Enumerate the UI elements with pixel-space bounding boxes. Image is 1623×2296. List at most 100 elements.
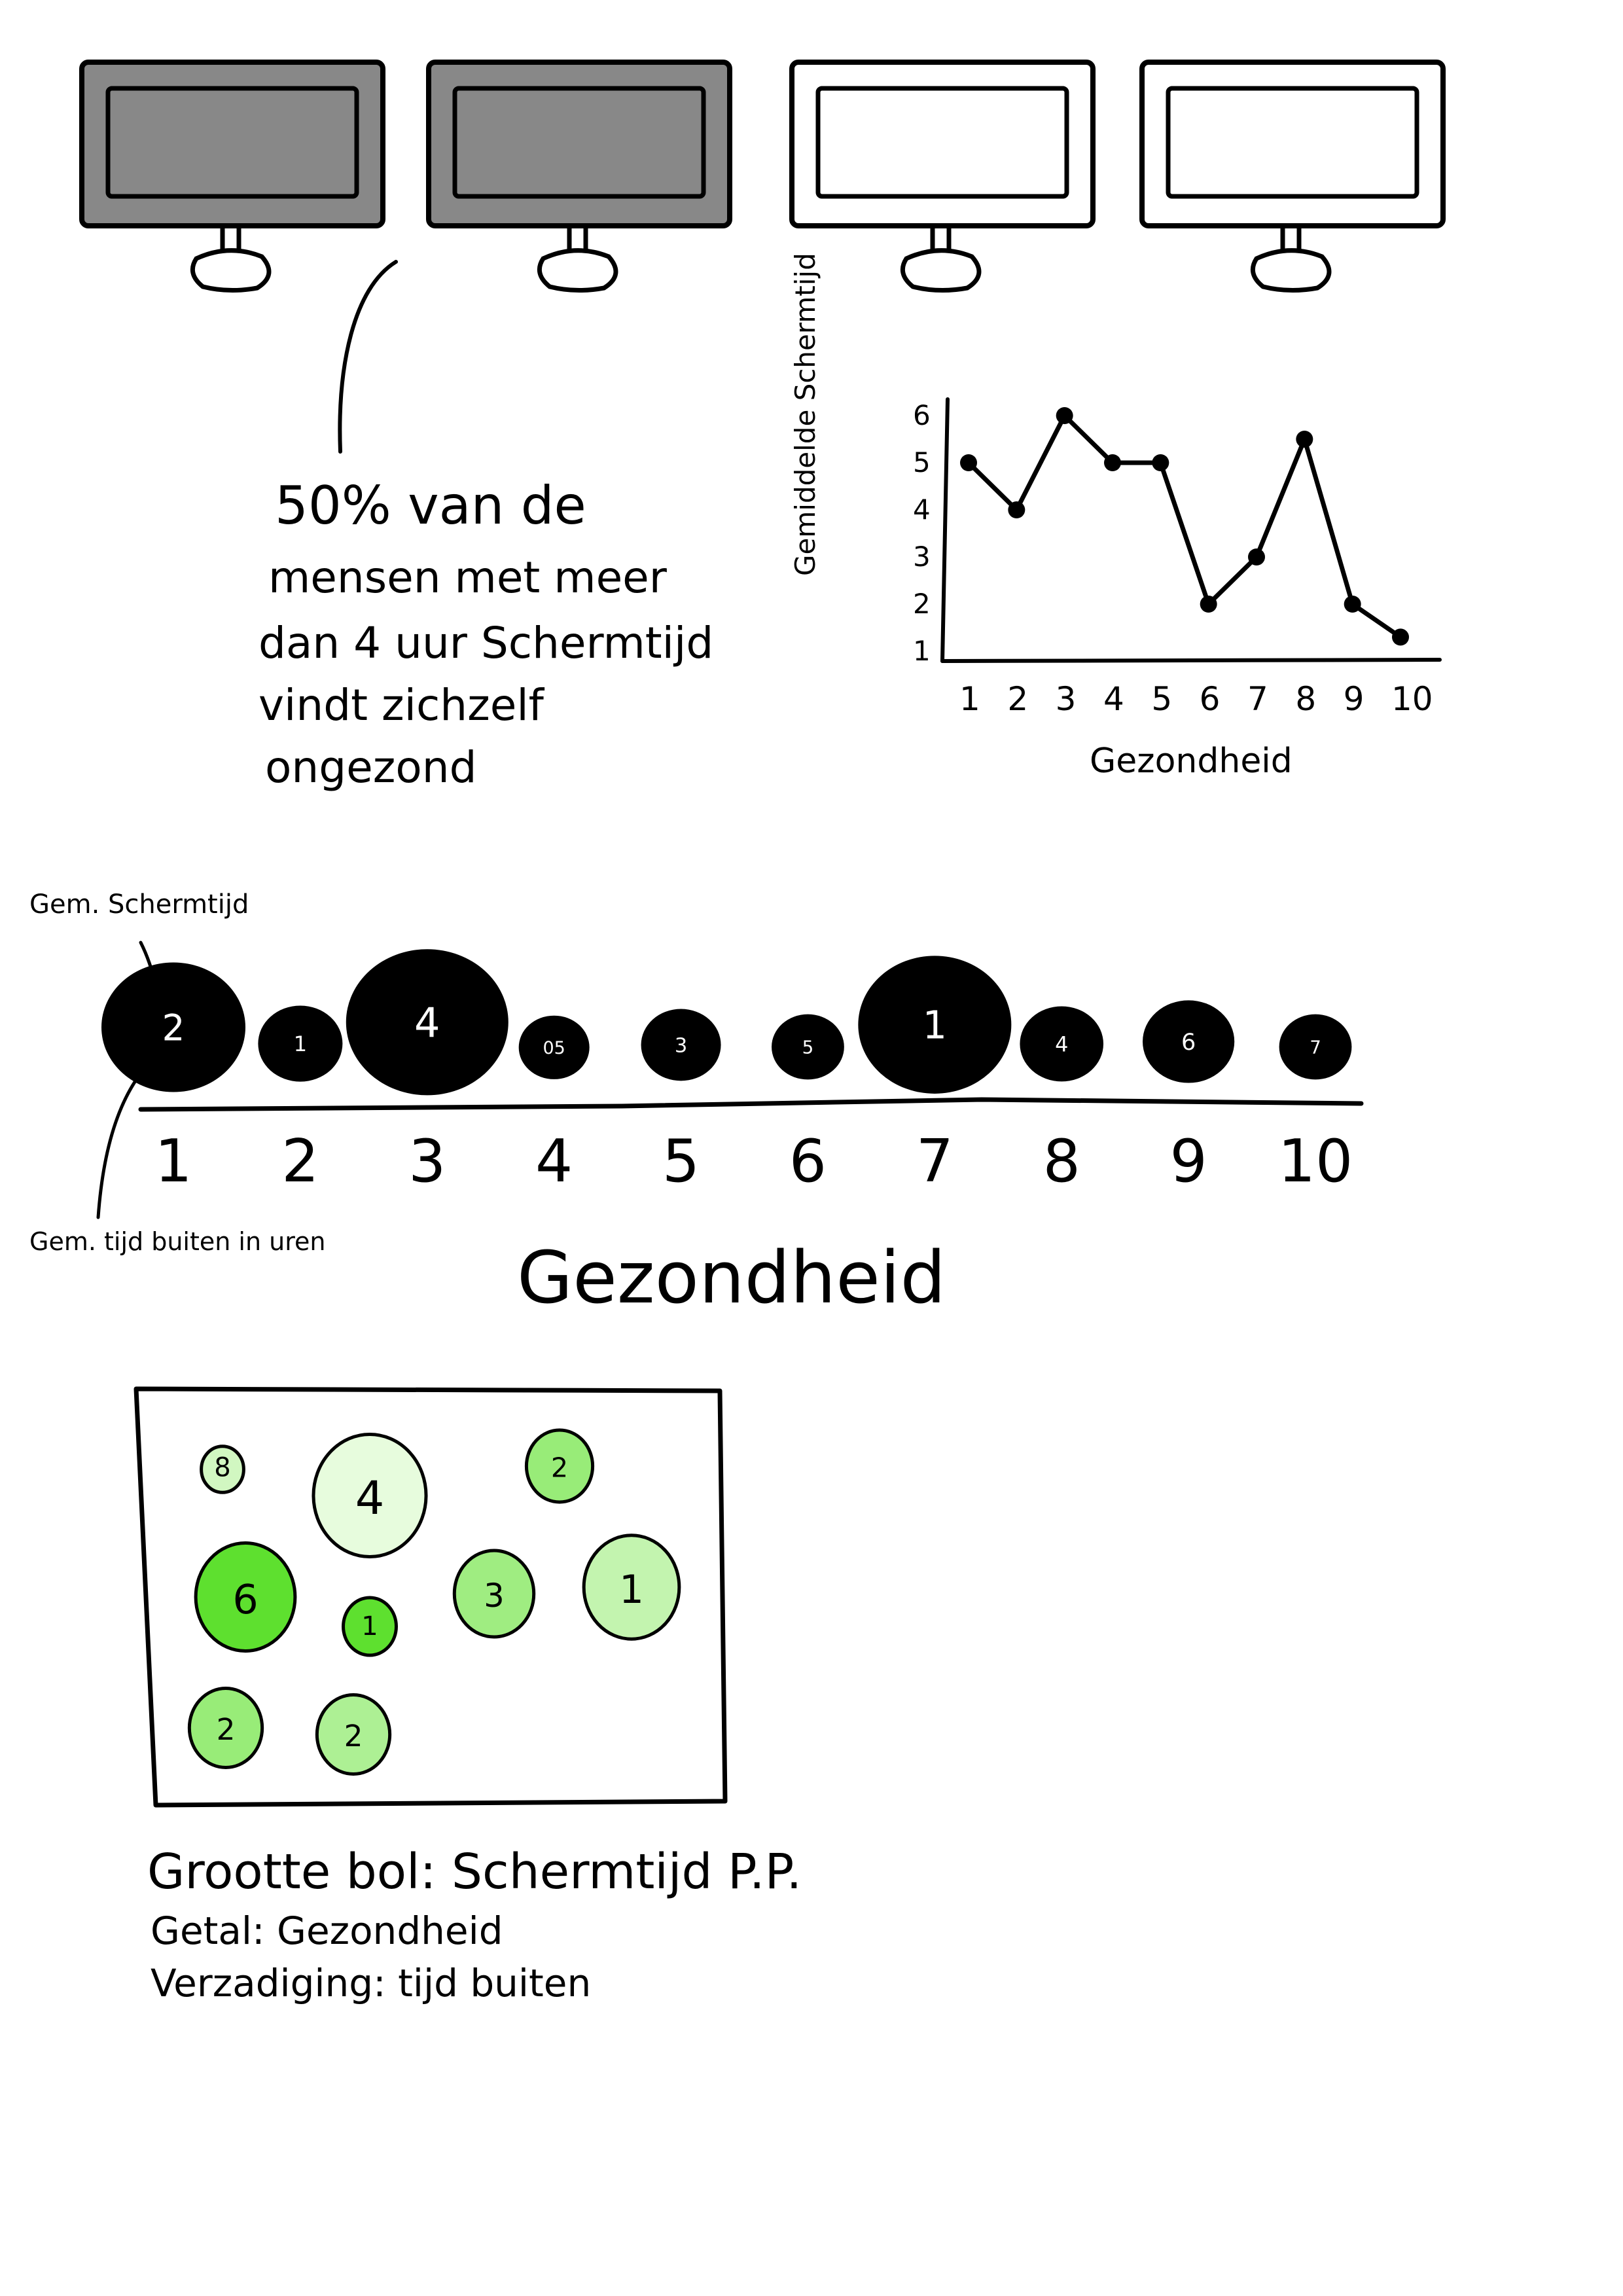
packed-bubble-circle xyxy=(194,1541,297,1653)
packed-bubble-label: 6 xyxy=(232,1576,258,1623)
bubble: 6 xyxy=(1143,1000,1235,1083)
line-chart-x-label: Gezondheid xyxy=(1090,742,1293,781)
packed-bubble-label: 2 xyxy=(551,1452,568,1484)
packed-bubble-label: 3 xyxy=(484,1577,505,1615)
line-chart-point xyxy=(1104,454,1121,471)
bubble-chart-x-tick: 8 xyxy=(1043,1127,1080,1196)
packed-bubble: 2 xyxy=(187,1687,264,1769)
packed-bubble: 2 xyxy=(315,1693,392,1776)
packed-bubbles: 8 4 2 6 1 3 1 2 2 xyxy=(187,1428,681,1776)
packed-bubble-label: 2 xyxy=(217,1712,236,1747)
line-chart-x-tick: 10 xyxy=(1391,680,1433,718)
bubble-chart-x-tick: 2 xyxy=(281,1127,319,1196)
bubble: 05 xyxy=(518,1015,590,1079)
bubble-chart-x-label: Gezondheid xyxy=(517,1236,946,1319)
bubble-size-label: Gem. Schermtijd xyxy=(29,889,249,920)
packed-bubble-circle xyxy=(342,1596,398,1657)
bubble-label: 5 xyxy=(802,1037,814,1058)
bubble-chart-x-tick: 7 xyxy=(916,1127,954,1196)
line-chart-y-ticks: 1 2 3 4 5 6 xyxy=(913,399,931,667)
monitor-stand xyxy=(900,248,982,293)
monitor-stand xyxy=(190,248,272,293)
bubble-circle xyxy=(1143,1000,1235,1083)
packed-bubble-chart: 8 4 2 6 1 3 1 2 2 xyxy=(134,1386,728,1808)
packed-bubble-label: 2 xyxy=(344,1719,363,1753)
annotation-line-1: 50% van de xyxy=(275,475,586,536)
monitor-icon xyxy=(426,60,732,293)
bubble-label: 05 xyxy=(543,1038,565,1058)
bubble-label: 2 xyxy=(162,1007,185,1049)
bubble-circle xyxy=(641,1009,721,1081)
packed-bubble: 4 xyxy=(312,1433,428,1558)
line-chart-x-tick: 6 xyxy=(1200,680,1221,718)
monitor-row xyxy=(79,60,1446,293)
line-chart-point xyxy=(960,454,977,471)
bubble-circle xyxy=(1020,1006,1104,1082)
line-chart-y-tick: 4 xyxy=(913,493,931,526)
legend-line-3: Verzadiging: tijd buiten xyxy=(151,1961,591,2005)
bubble-label: 3 xyxy=(675,1034,687,1057)
annotation-line-3: dan 4 uur Schermtijd xyxy=(259,618,713,668)
line-chart-point xyxy=(1296,431,1313,448)
bubble: 1 xyxy=(858,956,1012,1094)
packed-bubble-circle xyxy=(452,1549,536,1639)
bubble-circle xyxy=(1279,1014,1352,1080)
line-chart-y-tick: 3 xyxy=(913,541,931,573)
annotation-line-2: mensen met meer xyxy=(268,552,668,603)
legend-line-1: Grootte bol: Schermtijd P.P. xyxy=(147,1844,802,1900)
line-chart-x-tick: 3 xyxy=(1056,680,1077,718)
bubble-circle xyxy=(518,1015,590,1079)
line-chart-x-tick: 7 xyxy=(1247,680,1268,718)
annotation-line-5: ongezond xyxy=(265,742,476,793)
monitor-screen xyxy=(452,86,706,199)
bubble-label: 1 xyxy=(923,1003,947,1048)
line-chart: Gemiddelde Schermtijd Gezondheid 123456 … xyxy=(789,253,1442,781)
bubble-chart-x-tick: 9 xyxy=(1169,1127,1207,1196)
bubble-chart-axis xyxy=(138,1097,1364,1112)
packed-bubble-label: 1 xyxy=(361,1611,378,1641)
line-chart-y-tick: 6 xyxy=(913,399,931,431)
packed-bubble-label: 1 xyxy=(619,1568,644,1613)
packed-bubble-circle xyxy=(200,1444,245,1494)
bubble-label: 4 xyxy=(414,999,440,1047)
packed-bubble-circle xyxy=(524,1428,595,1504)
packed-bubble-circle xyxy=(315,1693,392,1776)
bubble-circle xyxy=(772,1014,844,1080)
packed-bubble: 6 xyxy=(194,1541,297,1653)
line-chart-point xyxy=(1344,596,1361,613)
bubble-chart: Gem. Schermtijd Gem. tijd buiten in uren… xyxy=(29,889,1364,1319)
line-chart-points xyxy=(960,407,1409,646)
bubble-circle xyxy=(858,956,1012,1094)
packed-bubble: 3 xyxy=(452,1549,536,1639)
line-chart-x-tick: 9 xyxy=(1344,680,1364,718)
annotation-text: 50% van de mensen met meer dan 4 uur Sch… xyxy=(259,475,713,793)
line-chart-y-label: Gemiddelde Schermtijd xyxy=(789,253,821,576)
packed-bubble: 2 xyxy=(524,1428,595,1504)
line-chart-x-tick: 5 xyxy=(1151,680,1172,718)
line-chart-x-tick: 4 xyxy=(1103,680,1124,718)
bubble-number-label: Gem. tijd buiten in uren xyxy=(29,1227,325,1256)
monitor-stand xyxy=(1250,248,1332,293)
monitor-icon xyxy=(789,60,1096,293)
bubble-chart-x-tick: 1 xyxy=(154,1127,192,1196)
monitor-screen xyxy=(1166,86,1419,199)
bubble-chart-x-tick: 5 xyxy=(662,1127,700,1196)
annotation-line-4: vindt zichzelf xyxy=(259,680,545,730)
packed-bubble-circle xyxy=(312,1433,428,1558)
line-chart-y-axis xyxy=(940,397,950,663)
bubble-chart-x-tick: 6 xyxy=(789,1127,827,1196)
packed-bubble-frame xyxy=(134,1386,728,1808)
line-chart-point xyxy=(1008,501,1026,518)
bubble-label: 4 xyxy=(1055,1031,1068,1056)
bubble-chart-x-ticks: 1 2 3 4 5 6 7 8 9 10 xyxy=(154,1127,1353,1196)
bubble-chart-x-tick: 4 xyxy=(535,1127,573,1196)
bubble-circle xyxy=(258,1005,343,1082)
packed-bubble-circle xyxy=(187,1687,264,1769)
legend-text: Grootte bol: Schermtijd P.P. Getal: Gezo… xyxy=(147,1844,802,2005)
bubble-chart-bubbles: 2 1 4 05 3 5 1 4 6 7 xyxy=(101,949,1352,1096)
bubble: 3 xyxy=(641,1009,721,1081)
bubble-label: 1 xyxy=(294,1031,308,1056)
monitor-screen xyxy=(815,86,1069,199)
monitor-icon xyxy=(79,60,385,293)
